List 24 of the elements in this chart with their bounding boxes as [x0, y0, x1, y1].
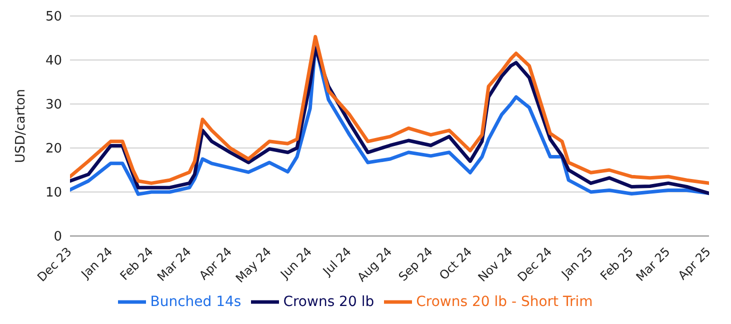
y-tick-label: 40 — [45, 54, 62, 69]
x-tick-label: Jun 24 — [277, 244, 315, 282]
x-tick-label: Jul 24 — [320, 244, 354, 279]
y-tick-label: 0 — [54, 230, 62, 245]
x-tick-label: Jan 24 — [78, 244, 116, 282]
y-tick-label: 10 — [45, 186, 62, 201]
x-tick-label: Aug 24 — [354, 244, 395, 285]
x-tick-label: Feb 24 — [117, 244, 156, 283]
y-tick-label: 20 — [45, 142, 62, 157]
legend-label: Crowns 20 lb - Short Trim — [416, 294, 593, 310]
y-tick-label: 50 — [45, 10, 62, 25]
legend-label: Bunched 14s — [150, 294, 242, 310]
y-axis-title: USD/carton — [14, 89, 29, 163]
x-tick-label: Jan 25 — [558, 244, 596, 282]
x-tick-label: Dec 23 — [34, 244, 74, 284]
x-tick-label: Apr 24 — [196, 244, 235, 283]
x-tick-label: Dec 24 — [514, 244, 555, 284]
x-tick-label: Nov 24 — [475, 244, 516, 285]
legend-label: Crowns 20 lb — [283, 294, 374, 310]
x-tick-label: Oct 24 — [436, 244, 475, 283]
x-tick-label: Mar 24 — [154, 244, 194, 284]
x-tick-label: Apr 25 — [675, 244, 714, 283]
x-tick-label: Sep 24 — [396, 244, 436, 284]
y-tick-label: 30 — [45, 98, 62, 113]
